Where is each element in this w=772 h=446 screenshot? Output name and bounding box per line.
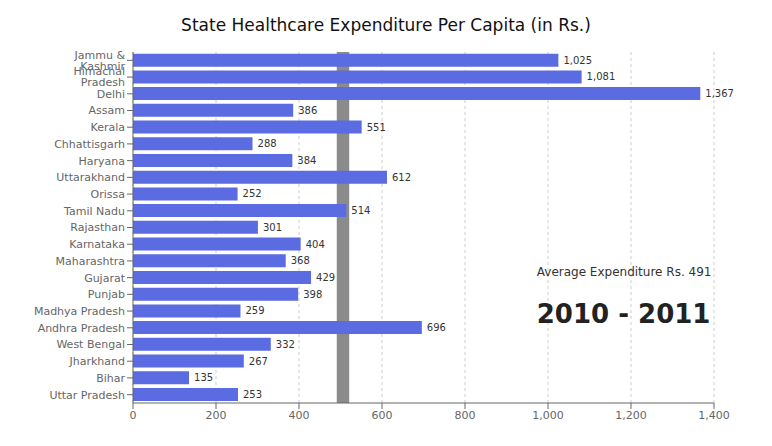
svg-text:135: 135 [194, 372, 213, 383]
svg-text:612: 612 [392, 172, 411, 183]
svg-text:Chhattisgarh: Chhattisgarh [54, 138, 125, 151]
svg-text:1,081: 1,081 [587, 71, 616, 82]
svg-text:600: 600 [372, 409, 393, 422]
svg-text:551: 551 [367, 122, 386, 133]
svg-text:200: 200 [206, 409, 227, 422]
svg-text:332: 332 [276, 339, 295, 350]
svg-text:Uttarakhand: Uttarakhand [56, 171, 125, 184]
svg-text:Punjab: Punjab [88, 288, 125, 301]
svg-text:Rajasthan: Rajasthan [70, 221, 125, 234]
svg-text:Jharkhand: Jharkhand [68, 355, 125, 368]
svg-text:Uttar Pradesh: Uttar Pradesh [49, 389, 125, 402]
svg-text:259: 259 [245, 305, 264, 316]
svg-text:384: 384 [297, 155, 316, 166]
svg-text:Assam: Assam [89, 104, 125, 117]
svg-text:1,000: 1,000 [532, 409, 564, 422]
svg-text:Gujarat: Gujarat [84, 272, 126, 285]
svg-text:Karnataka: Karnataka [69, 238, 125, 251]
svg-text:Kerala: Kerala [91, 121, 126, 134]
svg-text:398: 398 [303, 289, 322, 300]
svg-text:Orissa: Orissa [91, 188, 125, 201]
svg-text:301: 301 [263, 222, 282, 233]
svg-text:Andhra Pradesh: Andhra Pradesh [38, 322, 125, 335]
svg-text:386: 386 [298, 105, 317, 116]
svg-text:288: 288 [258, 138, 277, 149]
svg-text:Tamil Nadu: Tamil Nadu [63, 205, 125, 218]
svg-text:Maharashtra: Maharashtra [56, 255, 126, 268]
svg-text:1,367: 1,367 [705, 88, 734, 99]
svg-text:Haryana: Haryana [79, 155, 126, 168]
svg-text:252: 252 [243, 188, 262, 199]
svg-text:Madhya Pradesh: Madhya Pradesh [34, 305, 125, 318]
svg-text:West Bengal: West Bengal [56, 338, 125, 351]
svg-text:514: 514 [351, 205, 370, 216]
svg-text:HimachalPradesh: HimachalPradesh [73, 65, 125, 89]
svg-text:368: 368 [291, 255, 310, 266]
svg-text:404: 404 [306, 239, 325, 250]
svg-text:429: 429 [316, 272, 335, 283]
svg-text:800: 800 [455, 409, 476, 422]
svg-text:267: 267 [249, 356, 268, 367]
svg-text:1,400: 1,400 [698, 409, 730, 422]
svg-text:1,025: 1,025 [563, 55, 592, 66]
svg-text:253: 253 [243, 389, 262, 400]
svg-text:Delhi: Delhi [97, 88, 125, 101]
svg-text:696: 696 [427, 322, 446, 333]
svg-text:Bihar: Bihar [96, 372, 125, 385]
svg-text:400: 400 [289, 409, 310, 422]
svg-text:0: 0 [130, 409, 137, 422]
svg-text:1,200: 1,200 [615, 409, 647, 422]
